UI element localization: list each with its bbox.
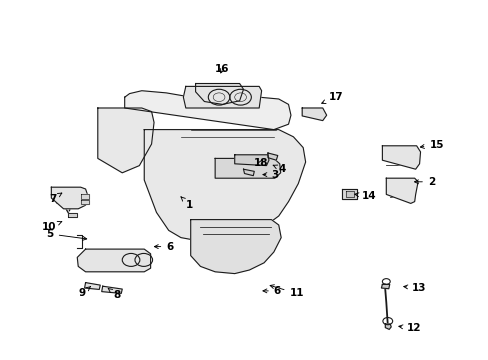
Polygon shape: [267, 153, 277, 160]
Polygon shape: [302, 108, 326, 121]
Text: 15: 15: [420, 140, 443, 150]
Polygon shape: [144, 130, 305, 245]
Text: 8: 8: [108, 288, 121, 300]
Polygon shape: [190, 220, 281, 274]
Text: 16: 16: [215, 64, 229, 74]
Polygon shape: [386, 178, 417, 203]
Polygon shape: [243, 169, 254, 176]
Text: 1: 1: [181, 197, 193, 210]
Polygon shape: [234, 155, 268, 166]
Text: 7: 7: [49, 193, 61, 204]
Text: 2: 2: [414, 177, 434, 187]
Text: 3: 3: [263, 170, 278, 180]
Polygon shape: [68, 213, 77, 217]
Polygon shape: [84, 283, 100, 289]
Polygon shape: [183, 86, 261, 108]
Polygon shape: [342, 189, 356, 199]
Text: 12: 12: [398, 323, 421, 333]
Text: 13: 13: [403, 283, 426, 293]
Polygon shape: [77, 249, 150, 272]
Polygon shape: [51, 187, 88, 209]
Text: 17: 17: [321, 92, 343, 104]
Polygon shape: [81, 200, 89, 204]
Text: 9: 9: [78, 287, 90, 298]
Polygon shape: [345, 191, 353, 197]
Polygon shape: [381, 284, 389, 289]
Polygon shape: [382, 146, 420, 169]
Polygon shape: [195, 84, 243, 104]
Text: 4: 4: [273, 164, 285, 174]
Text: 14: 14: [354, 191, 376, 201]
Text: 6: 6: [263, 286, 281, 296]
Text: 11: 11: [269, 285, 304, 298]
Text: 6: 6: [154, 242, 173, 252]
Polygon shape: [81, 194, 89, 199]
Polygon shape: [385, 324, 390, 329]
Polygon shape: [124, 91, 290, 130]
Polygon shape: [215, 158, 280, 178]
Text: 18: 18: [253, 158, 267, 168]
Polygon shape: [102, 286, 122, 293]
Text: 10: 10: [41, 221, 61, 232]
Text: 5: 5: [46, 229, 86, 240]
Polygon shape: [98, 108, 154, 173]
